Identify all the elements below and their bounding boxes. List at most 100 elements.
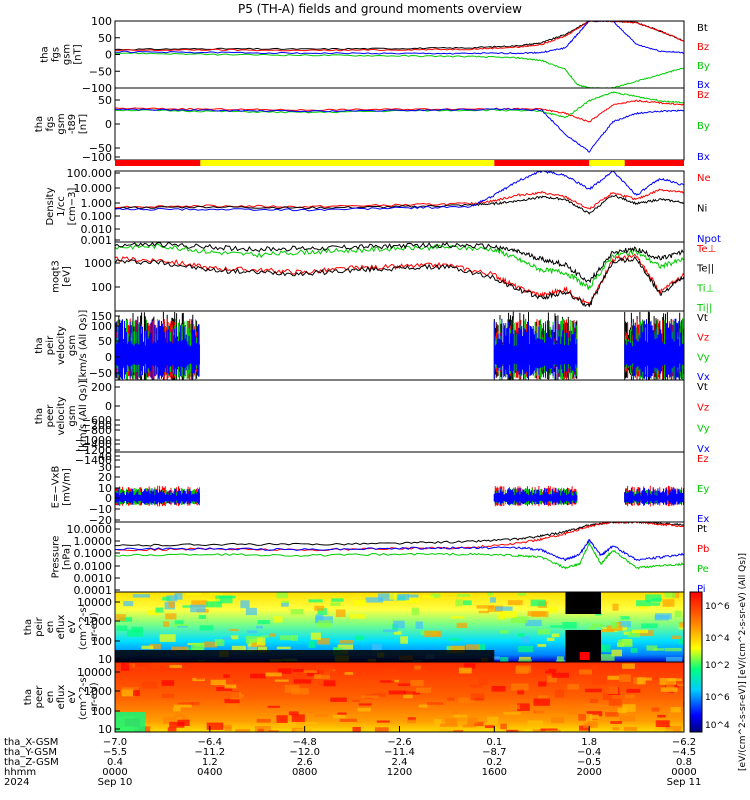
spectrogram-cell: [214, 639, 225, 646]
legend-entry: Te⊥: [696, 244, 716, 255]
time-axis-value: −6.2: [672, 737, 696, 748]
spectrogram-cell: [484, 725, 495, 728]
spectrogram-cell: [585, 688, 602, 693]
spectrogram-cell: [589, 698, 599, 703]
spectrogram-cell: [456, 593, 471, 597]
series-line-Pi: [115, 538, 684, 562]
spectrogram-cell: [653, 648, 665, 651]
spectrogram-cell: [589, 714, 599, 719]
spectrogram-cell: [290, 608, 304, 615]
spectrogram-cell: [586, 711, 603, 717]
legend-entry: Npot: [697, 234, 721, 245]
panel-fgs_gsm: 100 50 0 −50 −100 tha fgs gsm [nT] Bt Bz By Bx: [40, 15, 710, 95]
spectrogram-cell: [242, 646, 258, 650]
time-axis-value: 1.8: [581, 737, 597, 748]
spectrogram-cell: [499, 630, 509, 634]
spectrogram-cell: [678, 638, 684, 645]
y-axis-label-line: [km/s (All Qs)]: [78, 380, 89, 452]
time-axis-value: −0.5: [577, 757, 601, 768]
spectrogram-cell: [476, 605, 494, 609]
spectrogram-cell: [538, 681, 547, 687]
spectrogram-cell: [292, 668, 304, 673]
y-tick-label: −200: [82, 419, 112, 432]
spectrogram-cell: [624, 694, 635, 699]
spectrogram-cell: [403, 597, 420, 604]
panel-frame: [114, 87, 685, 161]
time-axis-value: −4.5: [672, 747, 696, 758]
series-line-Ni: [115, 194, 684, 215]
series-line-By: [115, 52, 684, 88]
colorbar-tick-label: 10^6: [705, 693, 730, 703]
spectrogram-cell: [462, 724, 477, 728]
y-axis-label-line: [cm−3]: [67, 188, 78, 226]
y-tick-label: −50: [89, 65, 112, 78]
spectrogram-cell: [584, 704, 601, 707]
y-tick-label: 0.001: [81, 234, 113, 247]
spectrogram-cell: [131, 626, 143, 633]
y-axis-label-line: tha: [23, 619, 34, 635]
legend-entry: Pe: [697, 564, 709, 575]
spectrogram-cell: [216, 686, 233, 692]
spectrogram-cell: [389, 592, 398, 600]
spectrogram-cell: [527, 611, 546, 617]
series-line-Ti: [115, 243, 684, 290]
y-tick-label: 100: [91, 320, 112, 333]
time-axis-value: −11.4: [384, 747, 415, 758]
legend-entry: Ti||: [696, 303, 712, 314]
spectrogram-cell: [533, 668, 549, 671]
spectrogram-cell: [267, 705, 280, 708]
y-axis-label-line: gsm: [67, 335, 78, 356]
spectrogram-cell: [194, 644, 205, 647]
y-tick-label: 0.0100: [74, 560, 113, 573]
spectrogram-cell: [374, 727, 389, 732]
spectrogram-cell: [665, 656, 683, 662]
spectrogram-cell: [339, 718, 358, 723]
spectrogram-cell: [291, 635, 299, 641]
spectrogram-cell: [651, 707, 660, 712]
spectrogram-cell: [331, 598, 344, 602]
panel-fgs_gsm_t89: 50 0 −50−100 tha fgs gsm -t89 [nT] Bz By Bx: [34, 87, 710, 164]
y-tick-label: 0: [105, 49, 112, 62]
spectrogram-cell: [592, 623, 604, 628]
y-axis-label-line: tha: [34, 337, 45, 353]
y-axis-label: Pressure [nPa]: [51, 536, 73, 579]
legend-entry: Ne: [697, 173, 711, 184]
spectrogram-cell: [377, 593, 395, 601]
time-axis-value: −5.5: [103, 747, 127, 758]
spectrogram-cell: [161, 693, 175, 698]
spectrogram-cell: [474, 722, 484, 726]
spectrogram-cell: [546, 637, 555, 642]
spectrogram-cell: [218, 595, 236, 599]
spectrogram-cell: [511, 683, 529, 691]
spectrogram-cell: [261, 635, 269, 638]
time-axis-value: Sep 10: [98, 777, 133, 788]
spectrogram-cell: [291, 714, 305, 722]
spectrogram-cell: [177, 625, 189, 628]
spectrogram-cell: [608, 698, 622, 706]
spectrogram-cell: [492, 656, 500, 660]
spectrogram-cell: [554, 689, 565, 698]
y-tick-label: 50: [98, 335, 112, 348]
y-axis-label: tha peer velocity gsm [km/s (All Qs)]: [34, 380, 89, 452]
spectrogram-cell: [674, 610, 682, 618]
spectrogram-cell: [166, 595, 178, 602]
spectrogram-cell: [465, 644, 480, 650]
time-axis-value: 1600: [482, 767, 507, 778]
series-line-Pt: [115, 522, 684, 547]
panel-density: 100.00010.0001.0000.1000.0100.001Density…: [45, 167, 721, 247]
spectrogram-cell: [391, 707, 405, 711]
spectrogram-cell: [447, 697, 455, 701]
spectrogram-cell: [338, 640, 354, 644]
y-tick-label: 1.000: [81, 197, 113, 210]
y-axis-label-line: eflux: [56, 685, 67, 710]
spectrogram-cell: [518, 646, 534, 653]
legend-entry: Pi: [697, 584, 706, 595]
spectrogram-cell: [159, 634, 176, 642]
spectrogram-cell: [233, 679, 241, 683]
spectrogram-cell: [631, 629, 649, 634]
spectrogram-background: [115, 662, 684, 732]
spectrogram-cell: [585, 713, 593, 722]
spectrogram-cell: [620, 616, 630, 620]
spectrogram-cell: [445, 718, 458, 725]
